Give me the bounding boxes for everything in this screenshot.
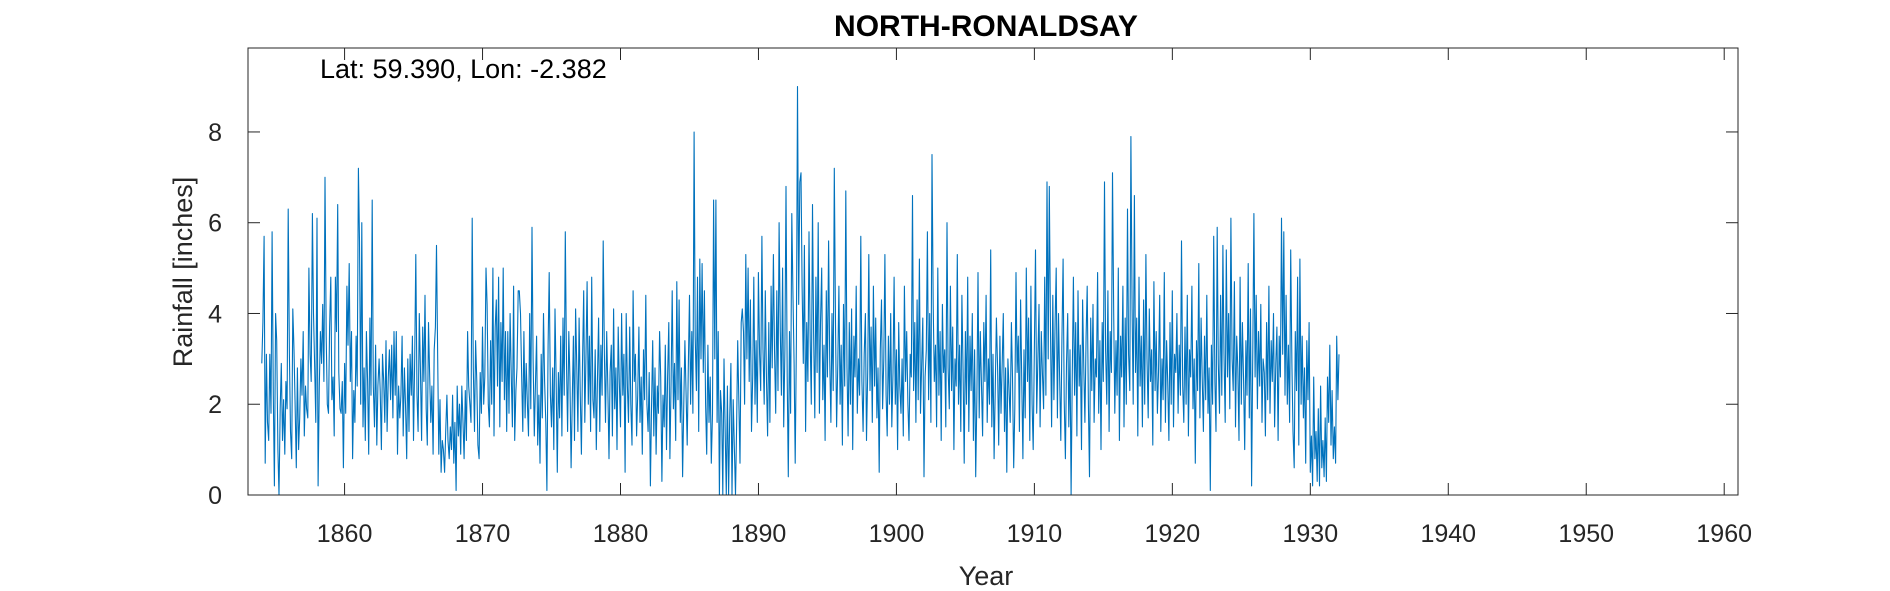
station-coordinates-label: Lat: 59.390, Lon: -2.382 [320,54,607,84]
x-tick-label: 1960 [1696,520,1752,548]
x-tick-label: 1860 [317,520,373,548]
x-tick-label: 1910 [1007,520,1063,548]
x-tick-label: 1920 [1145,520,1201,548]
y-tick-label: 2 [208,391,222,419]
y-axis-label: Rainfall [inches] [168,177,198,368]
x-tick-label: 1900 [869,520,925,548]
x-axis-label: Year [959,561,1014,591]
series-layer [261,86,1340,496]
x-tick-label: 1880 [593,520,649,548]
x-tick-label: 1940 [1420,520,1476,548]
axes-box [247,47,1739,496]
tick-layer: 1860 1870 1880 1890 1900 1910 1920 1930 1940 1950… [208,48,1752,548]
x-tick-label: 1950 [1558,520,1614,548]
x-tick-label: 1870 [455,520,511,548]
y-tick-label: 4 [208,300,222,328]
chart-title: NORTH-RONALDSAY [834,10,1138,43]
x-tick-label: 1890 [731,520,787,548]
y-tick-label: 6 [208,210,222,238]
y-tick-label: 0 [208,482,222,510]
plot-background [248,48,1738,495]
plot-area: 1860 1870 1880 1890 1900 1910 1920 1930 1940 1950… [208,47,1752,548]
rainfall-series-line [261,86,1340,496]
x-tick-label: 1930 [1283,520,1339,548]
y-tick-label: 8 [208,119,222,147]
